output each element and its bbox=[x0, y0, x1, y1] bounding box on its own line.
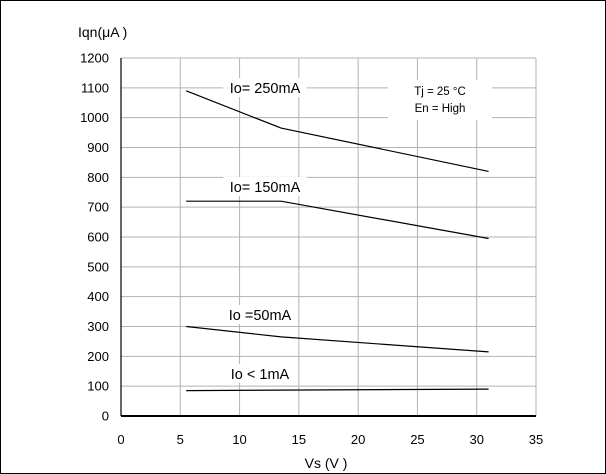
series-line bbox=[186, 325, 489, 353]
series-label: Io= 150mA bbox=[230, 180, 301, 196]
tick-labels: 0100200300400500600700800900100011001200… bbox=[80, 51, 543, 448]
series-label-mask bbox=[222, 305, 298, 324]
x-tick-label: 5 bbox=[177, 432, 184, 447]
series-lines bbox=[185, 90, 489, 392]
y-tick-label: 500 bbox=[87, 259, 109, 274]
x-tick-label: 25 bbox=[410, 432, 424, 447]
x-axis-title: Vs (V ) bbox=[305, 455, 348, 471]
y-tick-label: 700 bbox=[87, 200, 109, 215]
junction-temp-note: Tj = 25 °C bbox=[414, 86, 466, 98]
grid-lines bbox=[121, 57, 537, 416]
y-tick-label: 800 bbox=[87, 170, 109, 185]
y-tick-label: 1100 bbox=[81, 80, 109, 95]
series-label: Io =50mA bbox=[229, 308, 292, 324]
series-label-mask bbox=[223, 78, 307, 97]
x-tick-label: 20 bbox=[351, 432, 365, 447]
series-line bbox=[185, 90, 489, 172]
y-tick-label: 300 bbox=[87, 319, 109, 334]
y-tick-label: 1000 bbox=[80, 110, 109, 125]
series-label-mask bbox=[223, 177, 307, 196]
series-labels: Io= 250mA Io= 150mA Io =50mA Io < 1mA bbox=[222, 78, 307, 383]
y-tick-label: 900 bbox=[87, 140, 109, 155]
series-label: Io= 250mA bbox=[230, 81, 301, 97]
y-tick-label: 400 bbox=[87, 289, 109, 304]
y-tick-label: 0 bbox=[102, 409, 109, 424]
x-tick-label: 30 bbox=[469, 432, 483, 447]
x-tick-label: 0 bbox=[117, 432, 124, 447]
y-tick-label: 600 bbox=[87, 230, 109, 245]
series-line bbox=[186, 388, 489, 392]
enable-note: En = High bbox=[415, 103, 466, 115]
y-axis-title: Iqn(μA ) bbox=[78, 24, 127, 40]
series-line bbox=[186, 200, 489, 240]
y-tick-label: 100 bbox=[87, 379, 109, 394]
x-tick-label: 15 bbox=[292, 432, 306, 447]
x-tick-label: 35 bbox=[529, 432, 543, 447]
axes bbox=[120, 58, 536, 417]
annotation-mask bbox=[388, 80, 492, 120]
y-tick-label: 200 bbox=[87, 349, 109, 364]
y-tick-label: 1200 bbox=[80, 51, 109, 66]
x-tick-label: 10 bbox=[232, 432, 246, 447]
series-label: Io < 1mA bbox=[231, 367, 290, 383]
series-label-mask bbox=[222, 364, 298, 383]
